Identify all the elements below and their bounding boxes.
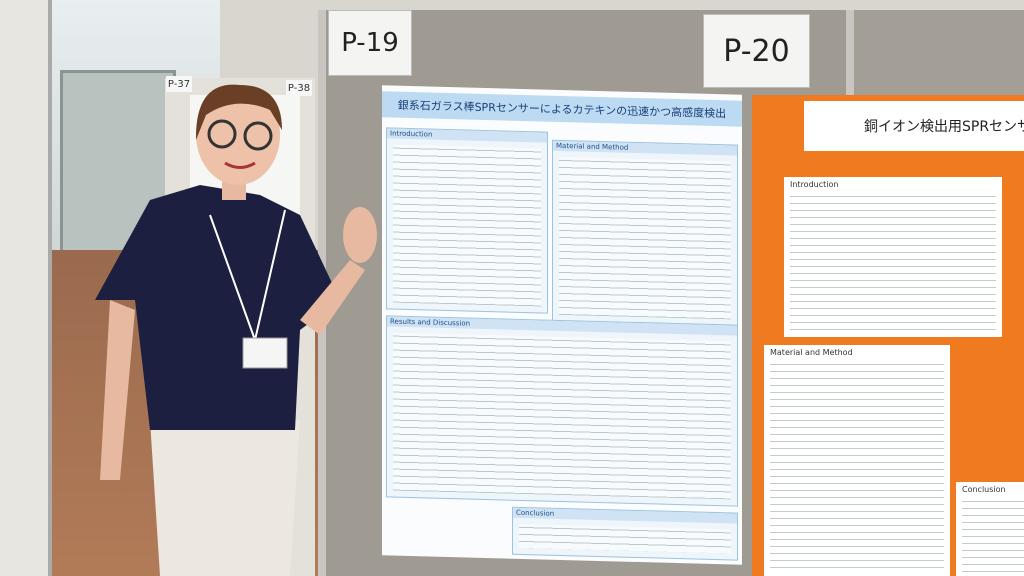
name-badge: [242, 337, 288, 369]
poster-section: Introduction: [782, 175, 1004, 339]
panel-tag: P-37: [166, 76, 192, 92]
poster-section: Material and Method: [762, 343, 952, 576]
poster-title: 銅イオン検出用SPRセンサー: [804, 101, 1024, 151]
poster-section: Conclusion: [954, 480, 1024, 576]
poster: 銅イオン検出用SPRセンサー Introduction Material and…: [752, 95, 1024, 576]
section-heading: Material and Method: [770, 348, 853, 357]
hair: [195, 84, 282, 140]
section-heading: Introduction: [790, 180, 839, 189]
shirt: [95, 185, 340, 430]
text-block: [962, 498, 1024, 572]
text-block: [770, 361, 944, 572]
panel-tag: P-38: [286, 80, 312, 96]
arm: [100, 300, 135, 480]
smile: [224, 161, 256, 169]
arm: [300, 260, 365, 335]
trousers: [150, 420, 300, 576]
face: [196, 85, 280, 185]
board-number: P-20: [703, 14, 810, 88]
left-panel: [0, 0, 52, 576]
board-number: P-19: [328, 10, 412, 76]
glasses: [243, 121, 273, 151]
section-heading: Conclusion: [962, 485, 1006, 494]
hand: [343, 207, 377, 263]
text-block: [790, 193, 996, 331]
glasses: [207, 119, 237, 149]
